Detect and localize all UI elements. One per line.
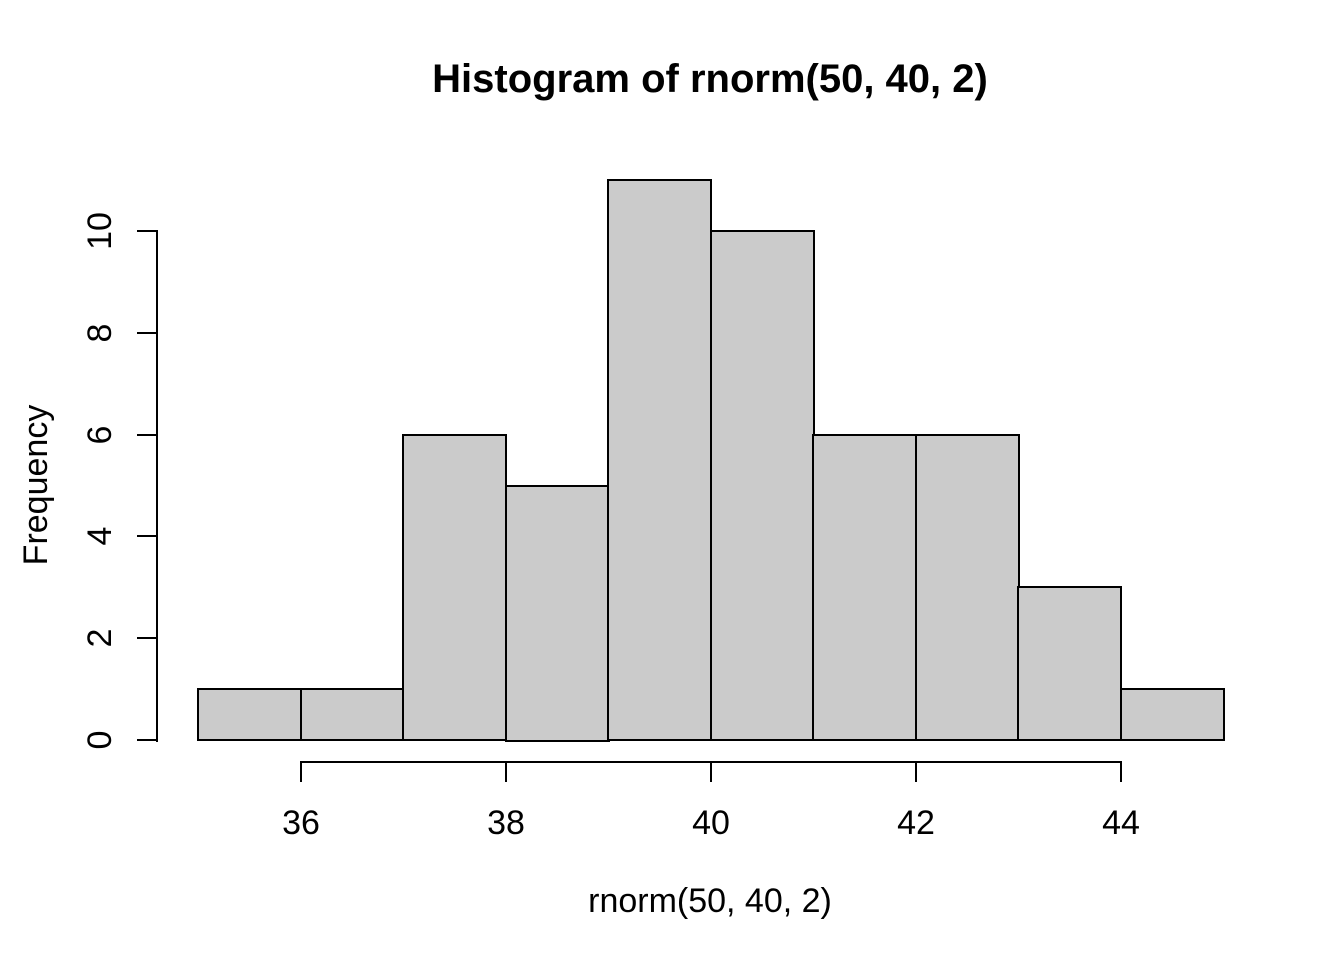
y-tick bbox=[137, 230, 156, 232]
y-axis-label: Frequency bbox=[17, 404, 55, 566]
y-tick bbox=[137, 637, 156, 639]
histogram-bar bbox=[1017, 586, 1122, 741]
x-tick-label: 38 bbox=[487, 804, 525, 842]
histogram-bar bbox=[402, 434, 507, 741]
x-tick bbox=[1120, 763, 1122, 782]
histogram-bar bbox=[812, 434, 917, 741]
x-tick-label: 40 bbox=[692, 804, 730, 842]
y-tick bbox=[137, 739, 156, 741]
y-tick-label: 6 bbox=[81, 425, 119, 445]
histogram-bar bbox=[710, 230, 815, 741]
y-axis-line bbox=[156, 230, 158, 742]
x-tick-label: 44 bbox=[1102, 804, 1140, 842]
x-tick-label: 42 bbox=[897, 804, 935, 842]
y-tick bbox=[137, 332, 156, 334]
x-tick bbox=[505, 763, 507, 782]
histogram-bar bbox=[197, 688, 302, 741]
y-tick-label: 10 bbox=[81, 212, 119, 250]
x-axis-label: rnorm(50, 40, 2) bbox=[588, 882, 832, 920]
y-tick-label: 4 bbox=[81, 526, 119, 546]
y-tick-label: 2 bbox=[81, 628, 119, 648]
y-tick-label: 8 bbox=[81, 323, 119, 343]
histogram-bar bbox=[607, 179, 712, 741]
y-tick bbox=[137, 434, 156, 436]
histogram-bar bbox=[505, 485, 610, 742]
x-tick-label: 36 bbox=[282, 804, 320, 842]
histogram-bar bbox=[300, 688, 405, 741]
x-tick bbox=[300, 763, 302, 782]
x-tick bbox=[710, 763, 712, 782]
y-tick-label: 0 bbox=[81, 730, 119, 750]
histogram-bar bbox=[915, 434, 1020, 741]
x-axis-line bbox=[300, 761, 1122, 763]
histogram-bar bbox=[1120, 688, 1225, 741]
y-tick bbox=[137, 535, 156, 537]
chart-title: Histogram of rnorm(50, 40, 2) bbox=[432, 57, 988, 101]
x-tick bbox=[915, 763, 917, 782]
